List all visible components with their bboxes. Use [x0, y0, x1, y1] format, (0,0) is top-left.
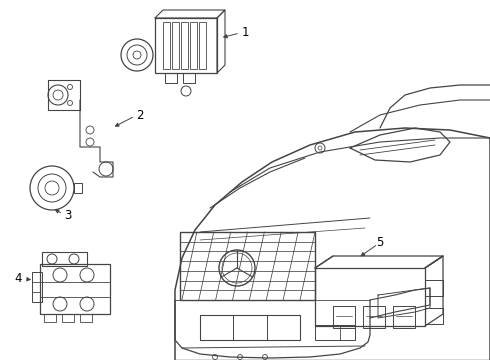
Text: 5: 5 [376, 235, 384, 248]
Bar [180, 232, 315, 300]
Bar [163, 22, 170, 69]
Text: 4: 4 [14, 271, 22, 284]
Bar [172, 22, 179, 69]
Bar [190, 22, 197, 69]
Bar [80, 314, 92, 322]
Bar [425, 308, 443, 324]
Bar [74, 183, 82, 193]
Bar [393, 306, 415, 328]
Bar [62, 314, 74, 322]
Bar [155, 18, 217, 73]
Bar [363, 306, 385, 328]
Bar [199, 22, 206, 69]
Bar [425, 280, 443, 296]
Bar [165, 73, 177, 83]
Bar [32, 272, 42, 302]
Bar [200, 315, 300, 340]
Bar [333, 306, 355, 328]
Bar [40, 264, 110, 314]
Text: 2: 2 [136, 108, 144, 122]
Text: 1: 1 [241, 26, 249, 39]
Bar [181, 22, 188, 69]
Bar [44, 314, 56, 322]
Bar [42, 252, 87, 266]
Bar [315, 268, 425, 326]
Bar [183, 73, 195, 83]
Text: 3: 3 [64, 208, 72, 221]
Bar [315, 325, 355, 340]
